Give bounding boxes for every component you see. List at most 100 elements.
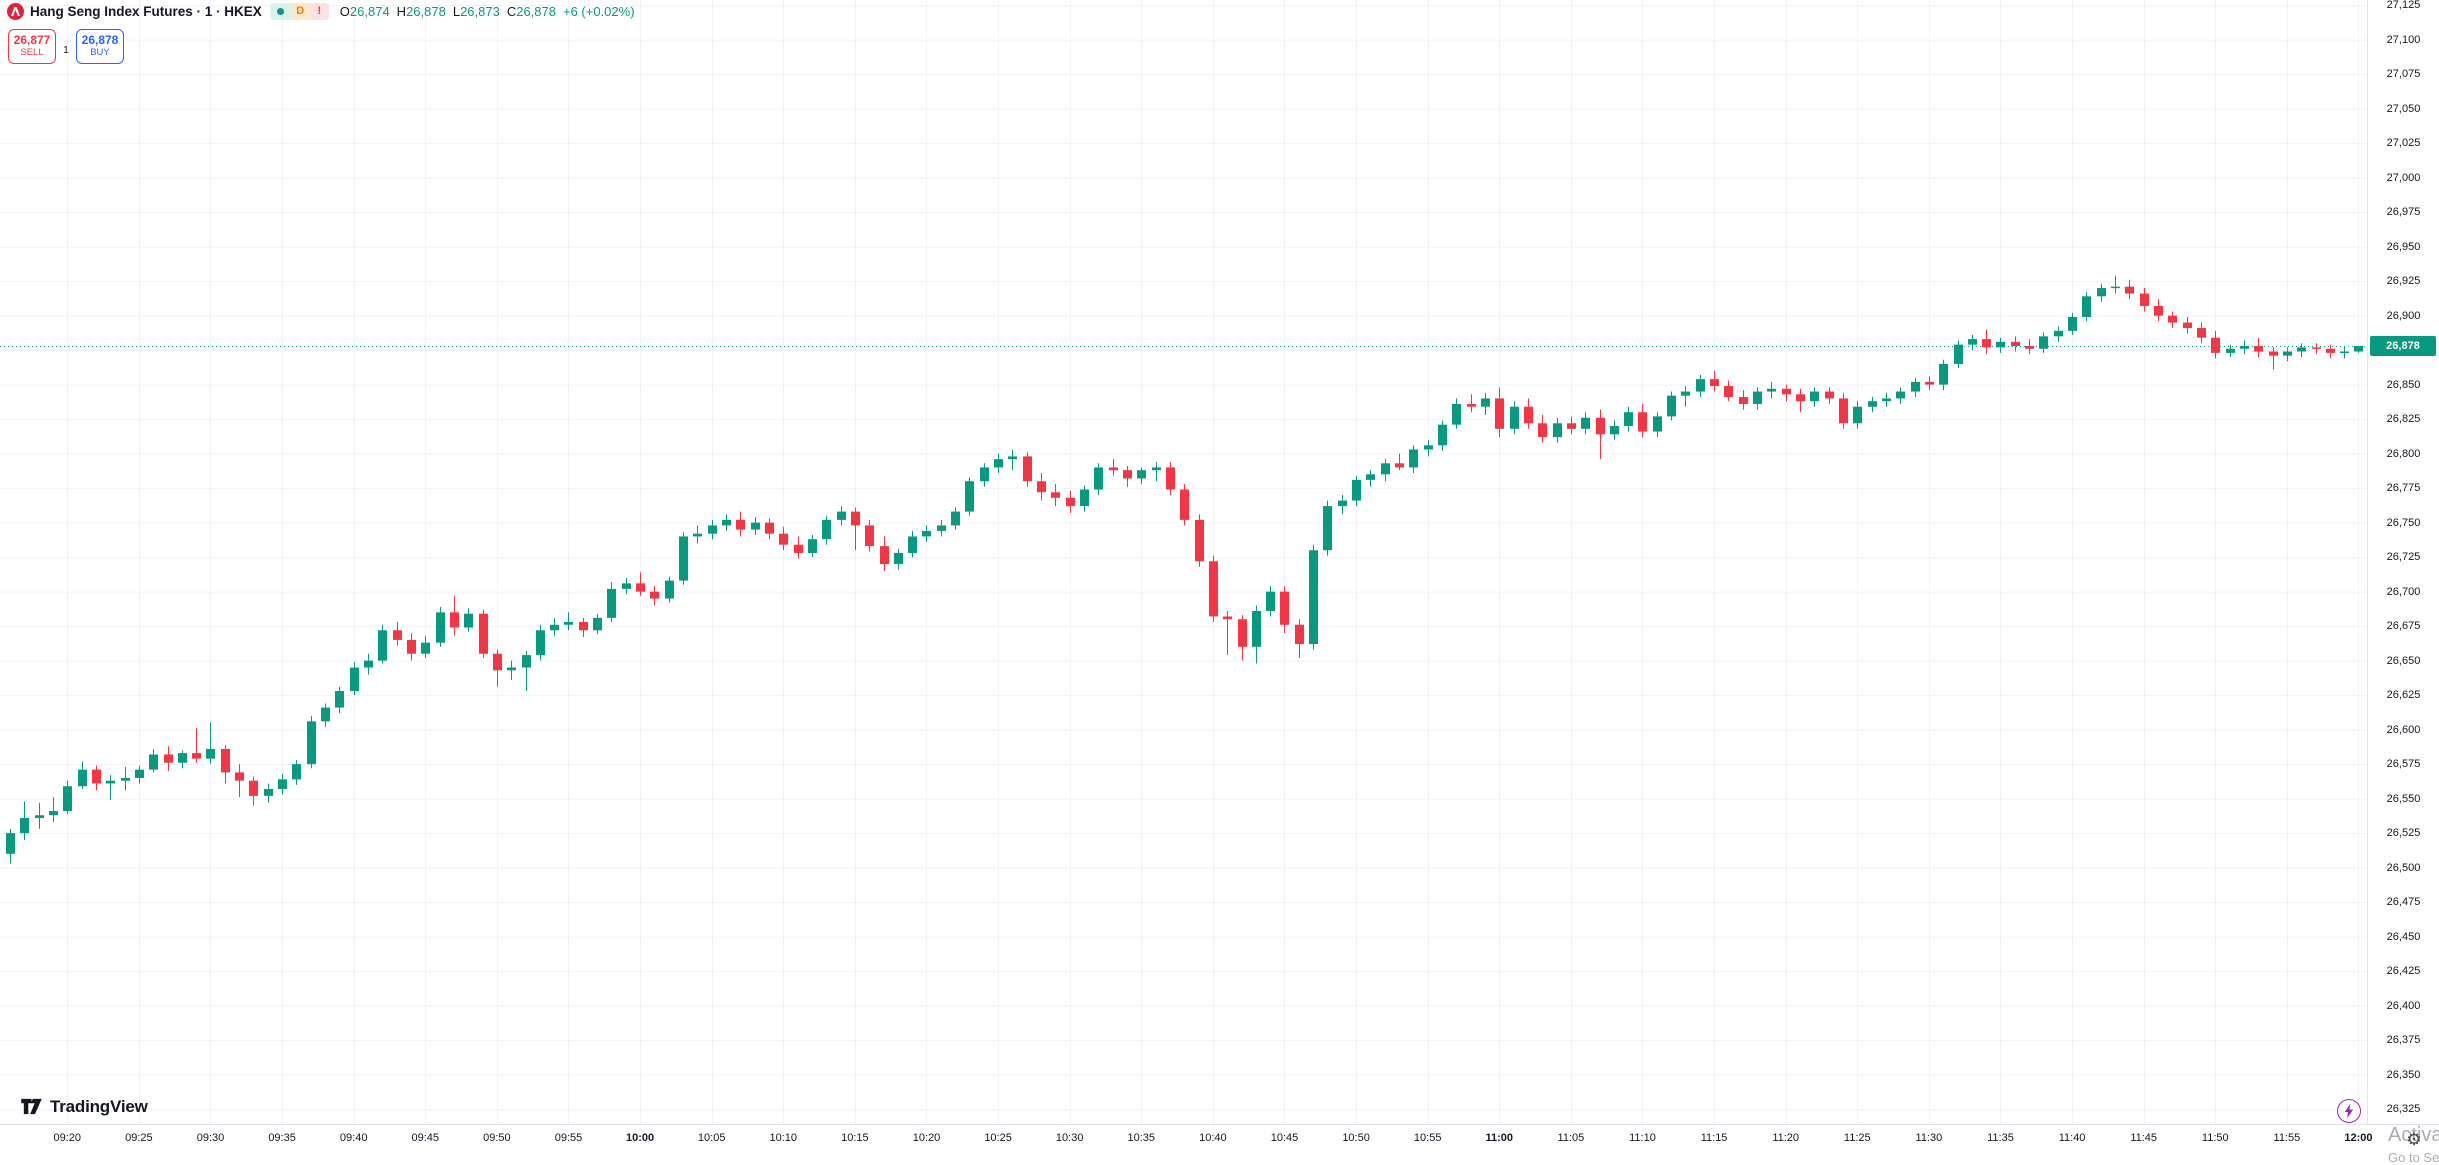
candle-body <box>951 511 960 526</box>
candle-body <box>2011 341 2020 346</box>
candle-body <box>1524 406 1533 424</box>
close-value: 26,878 <box>516 3 556 19</box>
candle-body <box>378 630 387 661</box>
price-axis-label: 26,725 <box>2386 551 2421 564</box>
candle-body <box>78 769 87 787</box>
candle-body <box>1939 363 1948 385</box>
candle-body <box>622 583 631 589</box>
candle-body <box>1581 417 1590 429</box>
candle-body <box>92 769 101 784</box>
time-axis-label: 11:20 <box>1772 1132 1800 1144</box>
candle-body <box>1696 379 1705 392</box>
candle-body <box>2168 315 2177 323</box>
candle-body <box>522 655 531 668</box>
price-axis-label: 26,350 <box>2386 1068 2421 1081</box>
candle-body <box>1868 401 1877 407</box>
candle-body <box>2226 348 2235 353</box>
candle-body <box>751 522 760 530</box>
low-value: 26,873 <box>460 3 500 19</box>
price-axis[interactable]: 26,878 27,125 27,100 27,075 27,050 27,025 27,… <box>2367 0 2439 1125</box>
alert-badge[interactable]: ! <box>309 2 329 20</box>
candle-body <box>1452 403 1461 425</box>
candle-body <box>278 779 287 789</box>
time-axis-label: 09:30 <box>196 1132 225 1144</box>
candle-body <box>2211 337 2220 353</box>
candle-body <box>1037 481 1046 493</box>
time-axis-label: 10:05 <box>697 1132 726 1144</box>
buy-button[interactable]: 26,878 BUY <box>76 29 124 64</box>
candle-body <box>1782 388 1791 395</box>
candle-body <box>2125 286 2134 294</box>
time-axis-label: 10:10 <box>769 1132 798 1144</box>
close-key: C <box>506 3 517 19</box>
candle-body <box>235 772 244 781</box>
candle-body <box>1080 489 1089 507</box>
interval-badge[interactable]: D <box>290 2 310 20</box>
candle-body <box>1954 344 1963 364</box>
low-key: L <box>452 3 461 19</box>
time-axis-label: 11:45 <box>2130 1132 2158 1144</box>
time-axis-label: 09:45 <box>411 1132 440 1144</box>
price-axis-label: 27,075 <box>2386 68 2421 81</box>
candle-body <box>765 522 774 534</box>
price-axis-label: 26,425 <box>2386 965 2421 978</box>
high-value: 26,878 <box>406 3 446 19</box>
candle-body <box>1238 619 1247 647</box>
time-axis-label: 11:30 <box>1915 1132 1943 1144</box>
candle-body <box>679 536 688 581</box>
candle-body <box>1925 381 1934 385</box>
quantity-field[interactable]: 1 <box>59 44 73 57</box>
price-axis-label: 26,600 <box>2386 723 2421 736</box>
candle-body <box>1195 519 1204 562</box>
tradingview-logo[interactable]: TradingView <box>20 1096 148 1117</box>
candle-body <box>1667 395 1676 417</box>
candle-body <box>708 525 717 534</box>
grid <box>0 0 2368 1125</box>
time-axis[interactable]: 09:20 09:25 09:30 09:35 09:40 09:45 09:50 09:55… <box>0 1124 2439 1155</box>
price-axis-label: 26,375 <box>2386 1034 2421 1047</box>
sell-button[interactable]: 26,877 SELL <box>8 29 56 64</box>
candle-body <box>1495 398 1504 429</box>
candle-body <box>307 721 316 765</box>
candle-body <box>2254 346 2263 352</box>
candle-body <box>1152 467 1161 471</box>
price-axis-label: 26,700 <box>2386 585 2421 598</box>
order-widget: 26,877 SELL 1 26,878 BUY <box>8 29 124 64</box>
price-axis-label: 26,900 <box>2386 309 2421 322</box>
time-axis-label: 11:00 <box>1485 1132 1514 1144</box>
price-axis-label: 26,975 <box>2386 206 2421 219</box>
candle-body <box>2354 346 2363 352</box>
candle-body <box>579 622 588 631</box>
price-axis-label: 26,775 <box>2386 482 2421 495</box>
candle-body <box>2340 351 2349 354</box>
candle-body <box>1266 591 1275 611</box>
connection-status-icon[interactable] <box>269 2 291 20</box>
candle-body <box>1094 467 1103 490</box>
symbol-title[interactable]: Hang Seng Index Futures · 1 · HKEX <box>30 3 262 19</box>
candle-body <box>2183 322 2192 329</box>
candle-body <box>178 753 187 763</box>
candle-body <box>1481 398 1490 407</box>
candle-body <box>49 811 58 816</box>
candle-body <box>2097 288 2106 297</box>
lightning-icon[interactable] <box>2337 1099 2361 1123</box>
candle-body <box>20 817 29 834</box>
candle-body <box>1596 417 1605 435</box>
candle-body <box>1753 391 1762 404</box>
candle-body <box>837 511 846 520</box>
candle-body <box>464 613 473 628</box>
time-axis-label: 10:25 <box>984 1132 1012 1144</box>
price-axis-label: 26,550 <box>2386 792 2421 805</box>
tradingview-logo-icon <box>21 1098 42 1115</box>
candle-body <box>908 536 917 553</box>
candle-body <box>1681 391 1690 396</box>
candle-body <box>350 667 359 691</box>
price-axis-label: 26,650 <box>2386 654 2421 667</box>
candle-body <box>2326 348 2335 353</box>
candle-body <box>1467 403 1476 407</box>
candle-body <box>536 630 545 656</box>
price-axis-label: 27,025 <box>2386 137 2421 150</box>
time-axis-label: 09:50 <box>483 1132 511 1144</box>
candle-body <box>1023 456 1032 482</box>
